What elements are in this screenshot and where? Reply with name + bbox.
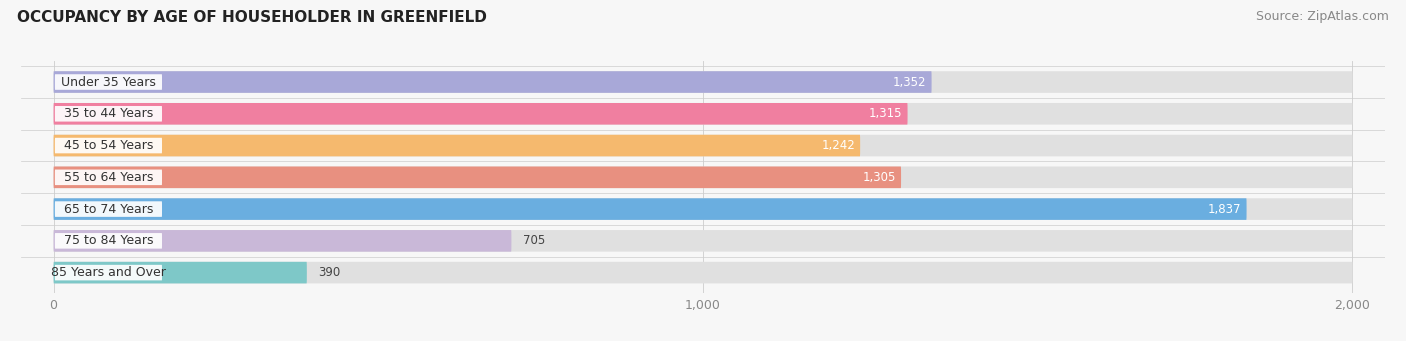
FancyBboxPatch shape — [55, 201, 162, 217]
Text: 55 to 64 Years: 55 to 64 Years — [63, 171, 153, 184]
FancyBboxPatch shape — [53, 71, 1353, 93]
FancyBboxPatch shape — [53, 166, 901, 188]
Text: 75 to 84 Years: 75 to 84 Years — [63, 234, 153, 247]
FancyBboxPatch shape — [55, 233, 162, 249]
FancyBboxPatch shape — [53, 198, 1247, 220]
Text: 85 Years and Over: 85 Years and Over — [51, 266, 166, 279]
FancyBboxPatch shape — [53, 262, 307, 283]
Text: 390: 390 — [319, 266, 340, 279]
Text: 1,315: 1,315 — [869, 107, 903, 120]
Text: 1,837: 1,837 — [1208, 203, 1241, 216]
Text: 1,242: 1,242 — [821, 139, 855, 152]
Text: 705: 705 — [523, 234, 546, 247]
FancyBboxPatch shape — [53, 230, 512, 252]
Text: 1,305: 1,305 — [862, 171, 896, 184]
FancyBboxPatch shape — [53, 198, 1353, 220]
Text: 45 to 54 Years: 45 to 54 Years — [63, 139, 153, 152]
FancyBboxPatch shape — [53, 230, 1353, 252]
Text: Under 35 Years: Under 35 Years — [60, 75, 156, 89]
FancyBboxPatch shape — [53, 262, 1353, 283]
FancyBboxPatch shape — [53, 71, 932, 93]
Text: 65 to 74 Years: 65 to 74 Years — [63, 203, 153, 216]
Text: 1,352: 1,352 — [893, 75, 927, 89]
FancyBboxPatch shape — [55, 74, 162, 90]
FancyBboxPatch shape — [53, 166, 1353, 188]
FancyBboxPatch shape — [55, 106, 162, 122]
FancyBboxPatch shape — [55, 138, 162, 153]
FancyBboxPatch shape — [53, 135, 860, 157]
FancyBboxPatch shape — [55, 265, 162, 280]
Text: OCCUPANCY BY AGE OF HOUSEHOLDER IN GREENFIELD: OCCUPANCY BY AGE OF HOUSEHOLDER IN GREEN… — [17, 10, 486, 25]
FancyBboxPatch shape — [55, 169, 162, 185]
Text: 35 to 44 Years: 35 to 44 Years — [63, 107, 153, 120]
FancyBboxPatch shape — [53, 103, 908, 124]
Text: Source: ZipAtlas.com: Source: ZipAtlas.com — [1256, 10, 1389, 23]
FancyBboxPatch shape — [53, 103, 1353, 124]
FancyBboxPatch shape — [53, 135, 1353, 157]
